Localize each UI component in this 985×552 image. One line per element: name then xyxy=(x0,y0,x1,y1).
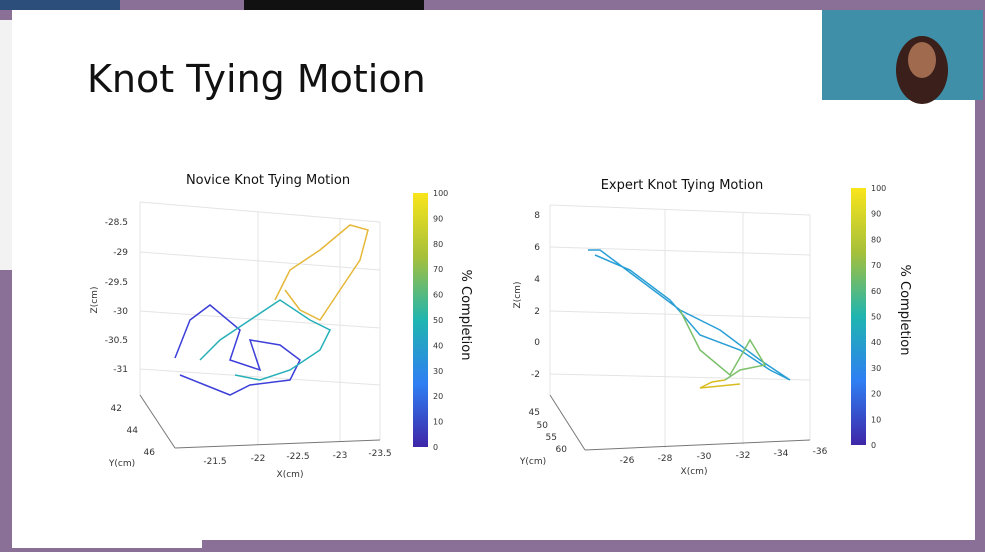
z-tick-label: -30 xyxy=(113,307,128,317)
colorbar-tick-label: 50 xyxy=(871,313,881,322)
plot-title: Novice Knot Tying Motion xyxy=(186,173,350,188)
colorbar-label: % Completion xyxy=(458,270,473,361)
x-tick-label: -36 xyxy=(813,447,828,457)
z-tick-label: -31 xyxy=(113,365,128,375)
colorbar-tick-label: 100 xyxy=(871,184,886,193)
x-tick-label: -30 xyxy=(697,452,712,462)
y-tick-label: 50 xyxy=(537,421,549,431)
z-axis-label: Z(cm) xyxy=(513,282,523,309)
z-tick-label: -28.5 xyxy=(105,218,128,228)
y-tick-label: 46 xyxy=(144,448,156,458)
colorbar-tick-label: 80 xyxy=(871,235,881,244)
x-tick-label: -23 xyxy=(333,451,348,461)
colorbar-tick-label: 50 xyxy=(433,316,443,325)
colorbar-tick-label: 40 xyxy=(871,338,881,347)
colorbar-tick-label: 20 xyxy=(433,392,443,401)
x-axis-label: X(cm) xyxy=(681,467,708,477)
x-axis-label: X(cm) xyxy=(277,470,304,480)
colorbar-tick-label: 100 xyxy=(433,189,448,198)
colorbar-tick-label: 90 xyxy=(433,214,443,223)
colorbar-tick-label: 60 xyxy=(433,291,443,300)
y-axis-label: Y(cm) xyxy=(108,459,135,469)
side-panel xyxy=(0,20,12,270)
z-axis-label: Z(cm) xyxy=(90,287,100,314)
colorbar-tick-label: 20 xyxy=(871,390,881,399)
colorbar-tick-label: 30 xyxy=(433,367,443,376)
z-tick-label: 2 xyxy=(534,307,540,317)
colorbar-tick-label: 90 xyxy=(871,210,881,219)
colorbar xyxy=(851,188,866,445)
thumbnail xyxy=(0,0,120,10)
thumbnail xyxy=(244,0,424,10)
colorbar-tick-label: 0 xyxy=(433,443,438,452)
y-tick-label: 45 xyxy=(529,408,540,418)
y-tick-label: 60 xyxy=(556,445,568,455)
colorbar-tick-label: 70 xyxy=(433,265,443,274)
slide-title: Knot Tying Motion xyxy=(87,57,426,101)
z-tick-label: 0 xyxy=(534,338,540,348)
colorbar-tick-label: 40 xyxy=(433,341,443,350)
x-tick-label: -22 xyxy=(251,454,266,464)
z-tick-label: -29.5 xyxy=(105,278,128,288)
screen: Knot Tying Motion Novice Knot Tying Moti… xyxy=(0,0,985,548)
colorbar-tick-label: 70 xyxy=(871,261,881,270)
z-tick-label: 4 xyxy=(534,275,540,285)
colorbar-tick-label: 10 xyxy=(433,418,443,427)
x-tick-label: -26 xyxy=(620,456,635,466)
colorbar-tick-label: 80 xyxy=(433,240,443,249)
y-tick-label: 44 xyxy=(127,426,139,436)
x-tick-label: -23.5 xyxy=(368,449,391,459)
colorbar-tick-label: 30 xyxy=(871,364,881,373)
x-tick-label: -34 xyxy=(774,449,789,459)
z-tick-label: 8 xyxy=(534,211,540,221)
z-tick-label: -30.5 xyxy=(105,336,128,346)
z-tick-label: 6 xyxy=(534,243,540,253)
x-tick-label: -21.5 xyxy=(203,457,226,467)
colorbar-tick-label: 0 xyxy=(871,441,876,450)
y-axis-label: Y(cm) xyxy=(519,457,546,467)
colorbar-tick-label: 10 xyxy=(871,415,881,424)
y-tick-label: 55 xyxy=(546,433,557,443)
x-tick-label: -28 xyxy=(658,454,673,464)
x-tick-label: -22.5 xyxy=(286,452,309,462)
z-tick-label: -2 xyxy=(531,370,540,380)
z-tick-label: -29 xyxy=(113,248,128,258)
webcam-face xyxy=(908,42,936,78)
x-tick-label: -32 xyxy=(736,451,751,461)
colorbar xyxy=(413,193,428,447)
toolbar xyxy=(12,536,202,548)
y-tick-label: 42 xyxy=(111,404,122,414)
colorbar-tick-label: 60 xyxy=(871,287,881,296)
colorbar-label: % Completion xyxy=(897,265,912,356)
plot-title: Expert Knot Tying Motion xyxy=(601,178,764,193)
